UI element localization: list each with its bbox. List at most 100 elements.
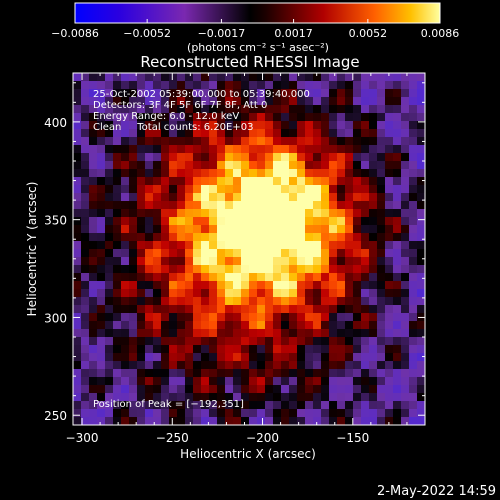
heatmap-cell: [81, 273, 90, 282]
heatmap-cell: [273, 393, 282, 402]
heatmap-cell: [417, 121, 425, 130]
heatmap-cell: [289, 121, 298, 130]
heatmap-cell: [281, 401, 290, 410]
heatmap-cell: [129, 385, 138, 394]
heatmap-cell: [185, 241, 194, 250]
heatmap-cell: [257, 313, 266, 322]
heatmap-cell: [81, 289, 90, 298]
heatmap-cell: [129, 81, 138, 90]
heatmap-cell: [145, 201, 154, 210]
heatmap-cell: [241, 329, 250, 338]
heatmap-cell: [305, 353, 314, 362]
heatmap-cell: [353, 273, 362, 282]
heatmap-cell: [393, 385, 402, 394]
heatmap-cell: [233, 177, 242, 186]
heatmap-cell: [401, 193, 410, 202]
heatmap-cell: [89, 329, 98, 338]
heatmap-cell: [185, 417, 194, 425]
heatmap-cell: [281, 257, 290, 266]
heatmap-cell: [353, 105, 362, 114]
y-tick-label: 250: [44, 409, 67, 423]
heatmap-cell: [145, 257, 154, 266]
heatmap-cell: [113, 313, 122, 322]
heatmap-cell: [105, 361, 114, 370]
heatmap-cell: [393, 225, 402, 234]
peak-position-label: Position of Peak = [−192,351]: [93, 399, 244, 410]
heatmap-cell: [281, 161, 290, 170]
heatmap-cell: [145, 113, 154, 122]
heatmap-cell: [337, 153, 346, 162]
heatmap-cell: [361, 225, 370, 234]
heatmap-cell: [369, 321, 378, 330]
heatmap-cell: [377, 337, 386, 346]
heatmap-cell: [129, 185, 138, 194]
heatmap-cell: [73, 105, 82, 114]
heatmap-cell: [113, 321, 122, 330]
heatmap-cell: [409, 89, 418, 98]
heatmap-cell: [137, 369, 146, 378]
heatmap-cell: [169, 369, 178, 378]
heatmap-cell: [145, 233, 154, 242]
heatmap-cell: [113, 145, 122, 154]
heatmap-cell: [177, 201, 186, 210]
heatmap-cell: [249, 209, 258, 218]
heatmap-cell: [401, 153, 410, 162]
heatmap-cell: [193, 209, 202, 218]
heatmap-cell: [257, 169, 266, 178]
heatmap-cell: [217, 281, 226, 290]
heatmap-cell: [105, 209, 114, 218]
heatmap-cell: [401, 73, 410, 82]
heatmap-cell: [337, 145, 346, 154]
heatmap-cell: [385, 97, 394, 106]
heatmap-cell: [297, 401, 306, 410]
heatmap-cell: [257, 401, 266, 410]
heatmap-cell: [169, 385, 178, 394]
heatmap-cell: [201, 305, 210, 314]
heatmap-cell: [177, 273, 186, 282]
heatmap-cell: [177, 369, 186, 378]
heatmap-cell: [345, 105, 354, 114]
heatmap-cell: [81, 369, 90, 378]
heatmap-cell: [169, 129, 178, 138]
heatmap-cell: [321, 177, 330, 186]
heatmap-cell: [401, 369, 410, 378]
heatmap-cell: [81, 329, 90, 338]
heatmap-cell: [289, 281, 298, 290]
heatmap-cell: [353, 73, 362, 82]
heatmap-cell: [249, 217, 258, 226]
heatmap-cell: [73, 249, 82, 258]
heatmap-cell: [113, 329, 122, 338]
heatmap-cell: [249, 401, 258, 410]
heatmap-cell: [329, 353, 338, 362]
heatmap-cell: [97, 233, 106, 242]
heatmap-cell: [225, 153, 234, 162]
heatmap-cell: [273, 249, 282, 258]
heatmap-cell: [369, 193, 378, 202]
heatmap-cell: [153, 305, 162, 314]
heatmap-cell: [345, 193, 354, 202]
heatmap-cell: [209, 401, 218, 410]
heatmap-cell: [369, 281, 378, 290]
heatmap-cell: [121, 353, 130, 362]
heatmap-cell: [217, 209, 226, 218]
heatmap-cell: [201, 97, 210, 106]
heatmap-cell: [241, 273, 250, 282]
heatmap-cell: [337, 393, 346, 402]
heatmap-cell: [233, 321, 242, 330]
heatmap-cell: [377, 185, 386, 194]
heatmap-cell: [281, 321, 290, 330]
heatmap-cell: [393, 329, 402, 338]
heatmap-cell: [409, 233, 418, 242]
heatmap-cell: [273, 329, 282, 338]
heatmap-cell: [329, 121, 338, 130]
heatmap-cell: [249, 89, 258, 98]
heatmap-cell: [233, 193, 242, 202]
heatmap-cell: [329, 249, 338, 258]
heatmap-cell: [313, 361, 322, 370]
heatmap-cell: [401, 89, 410, 98]
heatmap-cell: [89, 193, 98, 202]
heatmap-cell: [337, 217, 346, 226]
heatmap-cell: [417, 369, 425, 378]
heatmap-cell: [161, 209, 170, 218]
heatmap-cell: [417, 81, 425, 90]
